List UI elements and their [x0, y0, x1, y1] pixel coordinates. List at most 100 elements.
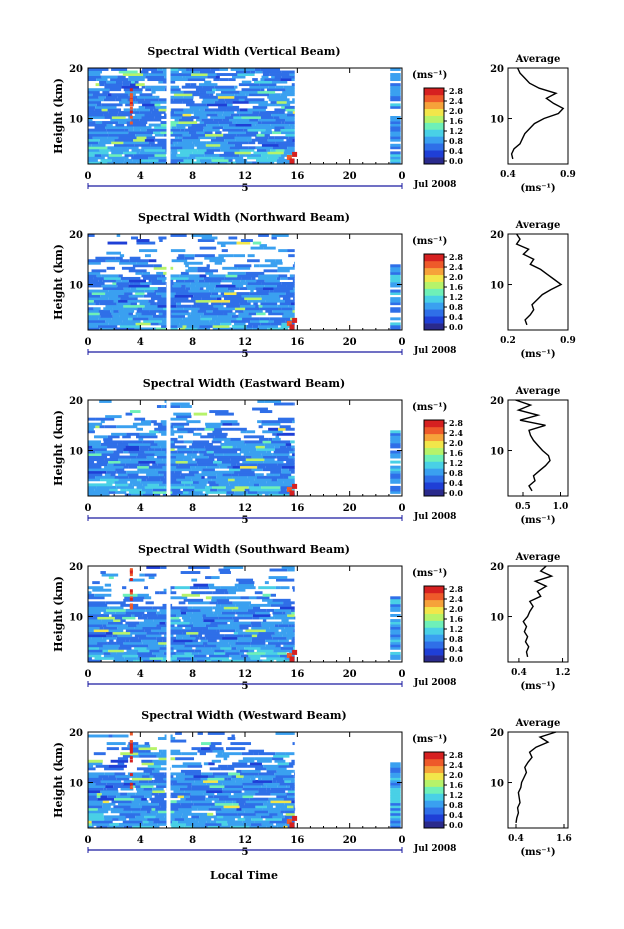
colorbar-segment	[424, 482, 444, 490]
colorbar-segment	[424, 620, 444, 628]
heatmap-cell	[92, 116, 105, 119]
avg-unit: (ms⁻¹)	[520, 183, 555, 194]
heatmap-cell	[259, 83, 277, 87]
heatmap-cell	[161, 405, 165, 408]
colorbar-tick-label: 2.8	[449, 86, 463, 96]
heatmap-cell	[137, 478, 142, 482]
heatmap-cell	[187, 764, 203, 768]
heatmap-cell	[148, 73, 170, 76]
heatmap-cell	[251, 621, 262, 625]
heatmap-cell	[176, 123, 192, 127]
heatmap-cell	[174, 294, 194, 298]
heatmap-cell	[113, 143, 135, 147]
heatmap-cell	[279, 126, 285, 130]
heatmap-cell	[144, 98, 159, 102]
heatmap-cell	[390, 121, 401, 124]
heatmap-cell	[235, 161, 253, 165]
heatmap-cell	[390, 465, 401, 469]
heatmap-cell	[288, 468, 295, 472]
heatmap-cell	[111, 800, 132, 804]
heatmap-cell	[270, 792, 287, 796]
heatmap-cell	[266, 656, 285, 660]
heatmap-cell	[284, 105, 295, 109]
colorbar-tick-label: 0.4	[449, 146, 463, 156]
heatmap-cell	[257, 420, 262, 424]
heatmap-cell	[191, 309, 198, 313]
heatmap-cell	[158, 236, 168, 240]
heatmap-cell	[101, 792, 121, 796]
heatmap-cell	[390, 460, 401, 464]
heatmap-cell	[219, 78, 229, 82]
heatmap-cell	[194, 649, 202, 653]
heatmap-cell	[152, 490, 173, 494]
heatmap-cell	[129, 573, 133, 577]
heatmap-cell	[88, 261, 101, 265]
heatmap-cell	[158, 470, 168, 474]
heatmap-cell	[169, 641, 185, 645]
x-tick-label: 8	[189, 669, 196, 680]
colorbar-segment	[424, 606, 444, 614]
heatmap-cell	[93, 307, 101, 311]
heatmap-cell	[88, 490, 109, 494]
heatmap-cell	[109, 488, 118, 492]
heatmap-cell	[184, 644, 205, 648]
heatmap-cell	[94, 656, 115, 660]
heatmap-cell	[125, 103, 134, 107]
heatmap-cell	[176, 153, 190, 157]
heatmap-cell	[238, 312, 249, 316]
heatmap-cell	[88, 488, 95, 492]
heatmap-cell	[250, 822, 262, 826]
heatmap-cell	[178, 254, 185, 258]
colorbar-segment	[424, 627, 444, 635]
heatmap-cell	[108, 297, 121, 301]
heatmap-cell	[210, 656, 229, 660]
heatmap-cell	[96, 792, 102, 796]
heatmap-cell	[88, 422, 103, 426]
heatmap-cell	[88, 121, 96, 124]
heatmap-cell	[144, 485, 165, 489]
heatmap-cell	[244, 297, 262, 301]
heatmap-cell	[226, 490, 235, 494]
heatmap-cell	[215, 412, 234, 416]
heatmap-cell	[88, 649, 103, 653]
heatmap-cell	[234, 85, 238, 89]
heatmap-cell	[236, 445, 256, 449]
heatmap-cell	[181, 815, 188, 819]
heatmap-cell	[267, 151, 284, 155]
heatmap-cell	[279, 425, 291, 429]
colorbar-tick-label: 2.8	[449, 252, 463, 262]
heatmap-cell	[154, 133, 164, 137]
heatmap-cell	[390, 455, 401, 459]
avg-profile-line	[515, 399, 551, 492]
heatmap-cell	[242, 795, 254, 799]
heatmap-cell	[197, 732, 203, 735]
heatmap-cell	[228, 455, 246, 459]
heatmap-cell	[390, 626, 401, 630]
y-axis-label: Height (km)	[52, 244, 65, 320]
heatmap-cell	[268, 493, 290, 497]
heatmap-cell	[119, 314, 138, 318]
heatmap-cell	[239, 797, 250, 801]
heatmap-cell	[88, 805, 98, 809]
heatmap-cell	[137, 314, 153, 318]
heatmap-cell	[177, 795, 184, 799]
heatmap-cell	[123, 825, 133, 829]
heatmap-cell	[191, 747, 201, 751]
heatmap-cell	[280, 78, 292, 82]
heatmap-cell	[120, 259, 130, 263]
heatmap-cell	[88, 621, 108, 625]
heatmap-cell	[272, 483, 283, 487]
heatmap-cell	[174, 118, 179, 122]
data-gap	[166, 68, 171, 164]
heatmap-cell	[390, 475, 401, 479]
heatmap-cell	[287, 249, 295, 253]
heatmap-cell	[145, 601, 154, 605]
heatmap-cell	[249, 85, 269, 89]
colorbar-segment	[424, 302, 444, 310]
heatmap-cell	[88, 292, 92, 296]
heatmap-cell	[236, 292, 250, 296]
heatmap-cell	[181, 116, 200, 119]
heatmap-cell	[245, 458, 265, 462]
heatmap-cell	[274, 448, 294, 451]
heatmap-cell	[142, 805, 161, 809]
